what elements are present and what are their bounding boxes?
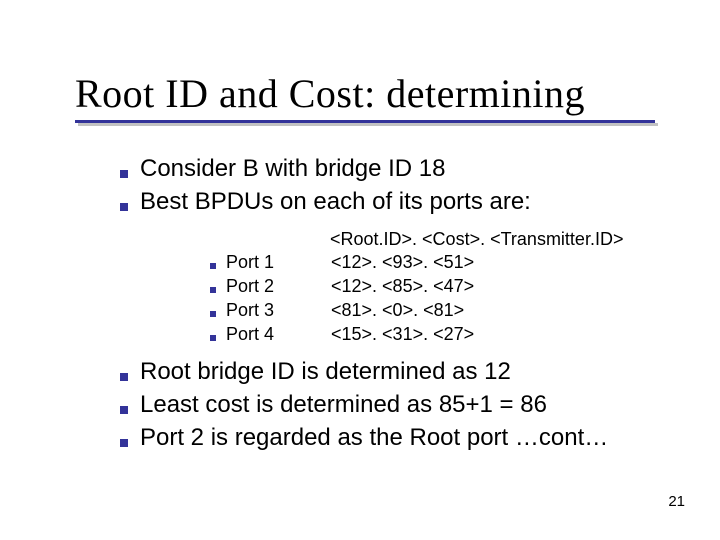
table-header-row: <Root.ID>. <Cost>. <Transmitter.ID>: [330, 228, 623, 251]
bullet-l1: Least cost is determined as 85+1 = 86: [120, 391, 547, 420]
bullet-square-icon: [120, 439, 128, 447]
port-row: Port 2 <12>. <85>. <47>: [210, 275, 474, 298]
bullet-l1: Port 2 is regarded as the Root port …con…: [120, 424, 608, 453]
bullet-square-icon: [210, 287, 216, 293]
bullet-text: Root bridge ID is determined as 12: [140, 358, 511, 387]
bullet-square-icon: [210, 335, 216, 341]
table-header: <Root.ID>. <Cost>. <Transmitter.ID>: [330, 228, 623, 251]
port-label: Port 2: [226, 275, 331, 298]
bullet-text: Port 2 is regarded as the Root port …con…: [140, 424, 608, 453]
port-row: Port 1 <12>. <93>. <51>: [210, 251, 474, 274]
port-label: Port 1: [226, 251, 331, 274]
port-row: Port 3 <81>. <0>. <81>: [210, 299, 464, 322]
page-number: 21: [668, 493, 685, 510]
title-underline: [75, 120, 655, 123]
port-value: <15>. <31>. <27>: [331, 323, 474, 346]
port-value: <12>. <93>. <51>: [331, 251, 474, 274]
title-underline-shadow: [78, 123, 658, 126]
port-value: <12>. <85>. <47>: [331, 275, 474, 298]
port-label: Port 4: [226, 323, 331, 346]
bullet-square-icon: [120, 203, 128, 211]
bullet-l1: Best BPDUs on each of its ports are:: [120, 188, 531, 217]
bullet-square-icon: [120, 406, 128, 414]
port-value: <81>. <0>. <81>: [331, 299, 464, 322]
slide-title: Root ID and Cost: determining: [75, 70, 585, 117]
bullet-text: Best BPDUs on each of its ports are:: [140, 188, 531, 217]
slide: Root ID and Cost: determining Consider B…: [0, 0, 720, 540]
bullet-text: Consider B with bridge ID 18: [140, 155, 445, 184]
bullet-text: Least cost is determined as 85+1 = 86: [140, 391, 547, 420]
port-label: Port 3: [226, 299, 331, 322]
bullet-square-icon: [210, 263, 216, 269]
bullet-square-icon: [120, 373, 128, 381]
bullet-l1: Root bridge ID is determined as 12: [120, 358, 511, 387]
port-row: Port 4 <15>. <31>. <27>: [210, 323, 474, 346]
bullet-l1: Consider B with bridge ID 18: [120, 155, 445, 184]
bullet-square-icon: [120, 170, 128, 178]
bullet-square-icon: [210, 311, 216, 317]
